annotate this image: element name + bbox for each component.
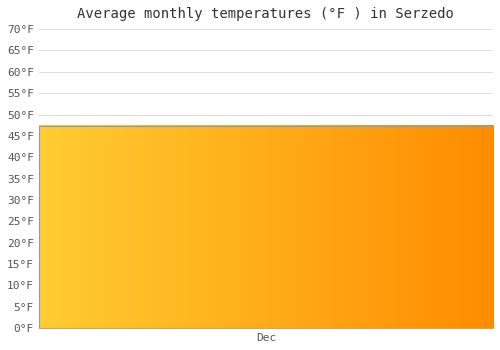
- Bar: [39, 126, 493, 328]
- Title: Average monthly temperatures (°F ) in Serzedo: Average monthly temperatures (°F ) in Se…: [78, 7, 454, 21]
